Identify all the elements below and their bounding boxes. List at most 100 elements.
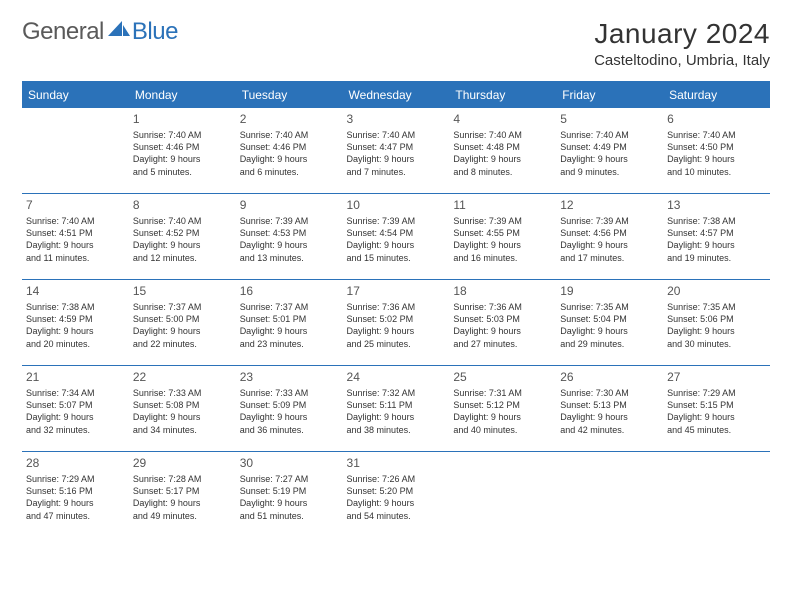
title-block: January 2024 Casteltodino, Umbria, Italy	[594, 18, 770, 69]
calendar-cell: 11Sunrise: 7:39 AMSunset: 4:55 PMDayligh…	[449, 194, 556, 280]
logo-text-blue: Blue	[132, 18, 178, 46]
calendar-table: Sunday Monday Tuesday Wednesday Thursday…	[22, 81, 770, 538]
day-number: 23	[240, 369, 339, 385]
calendar-cell: 4Sunrise: 7:40 AMSunset: 4:48 PMDaylight…	[449, 108, 556, 194]
header-row: General Blue January 2024 Casteltodino, …	[22, 18, 770, 69]
calendar-cell: 6Sunrise: 7:40 AMSunset: 4:50 PMDaylight…	[663, 108, 770, 194]
weekday-sun: Sunday	[22, 82, 129, 108]
daylight-line: Daylight: 9 hours	[347, 411, 446, 423]
sunset-line: Sunset: 5:07 PM	[26, 399, 125, 411]
sunset-line: Sunset: 5:01 PM	[240, 313, 339, 325]
sunrise-line: Sunrise: 7:40 AM	[240, 129, 339, 141]
weekday-mon: Monday	[129, 82, 236, 108]
logo-text-general: General	[22, 18, 104, 46]
calendar-cell: 28Sunrise: 7:29 AMSunset: 5:16 PMDayligh…	[22, 452, 129, 538]
day-number: 29	[133, 455, 232, 471]
sunset-line: Sunset: 5:20 PM	[347, 485, 446, 497]
sunrise-line: Sunrise: 7:40 AM	[133, 129, 232, 141]
logo: General Blue	[22, 18, 178, 46]
calendar-week-row: 7Sunrise: 7:40 AMSunset: 4:51 PMDaylight…	[22, 194, 770, 280]
calendar-cell: 3Sunrise: 7:40 AMSunset: 4:47 PMDaylight…	[343, 108, 450, 194]
daylight-line: and 20 minutes.	[26, 338, 125, 350]
daylight-line: and 19 minutes.	[667, 252, 766, 264]
sunrise-line: Sunrise: 7:40 AM	[667, 129, 766, 141]
daylight-line: and 25 minutes.	[347, 338, 446, 350]
daylight-line: and 13 minutes.	[240, 252, 339, 264]
sunrise-line: Sunrise: 7:40 AM	[560, 129, 659, 141]
sunset-line: Sunset: 5:15 PM	[667, 399, 766, 411]
sunrise-line: Sunrise: 7:38 AM	[667, 215, 766, 227]
day-number: 2	[240, 111, 339, 127]
sunrise-line: Sunrise: 7:36 AM	[347, 301, 446, 313]
sunset-line: Sunset: 5:03 PM	[453, 313, 552, 325]
daylight-line: and 49 minutes.	[133, 510, 232, 522]
sunset-line: Sunset: 5:02 PM	[347, 313, 446, 325]
sunrise-line: Sunrise: 7:35 AM	[667, 301, 766, 313]
day-number: 17	[347, 283, 446, 299]
day-number: 15	[133, 283, 232, 299]
calendar-cell: 8Sunrise: 7:40 AMSunset: 4:52 PMDaylight…	[129, 194, 236, 280]
sunrise-line: Sunrise: 7:40 AM	[347, 129, 446, 141]
daylight-line: Daylight: 9 hours	[240, 239, 339, 251]
sunrise-line: Sunrise: 7:34 AM	[26, 387, 125, 399]
calendar-cell: 24Sunrise: 7:32 AMSunset: 5:11 PMDayligh…	[343, 366, 450, 452]
daylight-line: Daylight: 9 hours	[240, 497, 339, 509]
sunrise-line: Sunrise: 7:29 AM	[667, 387, 766, 399]
sunset-line: Sunset: 5:16 PM	[26, 485, 125, 497]
page: General Blue January 2024 Casteltodino, …	[0, 0, 792, 556]
calendar-week-row: 28Sunrise: 7:29 AMSunset: 5:16 PMDayligh…	[22, 452, 770, 538]
calendar-cell: 9Sunrise: 7:39 AMSunset: 4:53 PMDaylight…	[236, 194, 343, 280]
calendar-cell	[449, 452, 556, 538]
weekday-fri: Friday	[556, 82, 663, 108]
daylight-line: and 10 minutes.	[667, 166, 766, 178]
day-number: 5	[560, 111, 659, 127]
calendar-cell: 18Sunrise: 7:36 AMSunset: 5:03 PMDayligh…	[449, 280, 556, 366]
daylight-line: and 9 minutes.	[560, 166, 659, 178]
calendar-cell: 22Sunrise: 7:33 AMSunset: 5:08 PMDayligh…	[129, 366, 236, 452]
calendar-cell: 21Sunrise: 7:34 AMSunset: 5:07 PMDayligh…	[22, 366, 129, 452]
sunset-line: Sunset: 4:51 PM	[26, 227, 125, 239]
sunset-line: Sunset: 5:00 PM	[133, 313, 232, 325]
daylight-line: Daylight: 9 hours	[560, 153, 659, 165]
daylight-line: Daylight: 9 hours	[133, 153, 232, 165]
day-number: 6	[667, 111, 766, 127]
calendar-cell: 1Sunrise: 7:40 AMSunset: 4:46 PMDaylight…	[129, 108, 236, 194]
calendar-cell: 5Sunrise: 7:40 AMSunset: 4:49 PMDaylight…	[556, 108, 663, 194]
sunrise-line: Sunrise: 7:39 AM	[560, 215, 659, 227]
daylight-line: Daylight: 9 hours	[667, 325, 766, 337]
sunset-line: Sunset: 5:11 PM	[347, 399, 446, 411]
daylight-line: and 27 minutes.	[453, 338, 552, 350]
day-number: 19	[560, 283, 659, 299]
daylight-line: and 30 minutes.	[667, 338, 766, 350]
day-number: 8	[133, 197, 232, 213]
calendar-cell: 25Sunrise: 7:31 AMSunset: 5:12 PMDayligh…	[449, 366, 556, 452]
daylight-line: and 8 minutes.	[453, 166, 552, 178]
daylight-line: Daylight: 9 hours	[133, 497, 232, 509]
daylight-line: Daylight: 9 hours	[347, 325, 446, 337]
daylight-line: Daylight: 9 hours	[240, 325, 339, 337]
sunrise-line: Sunrise: 7:37 AM	[240, 301, 339, 313]
sunrise-line: Sunrise: 7:31 AM	[453, 387, 552, 399]
calendar-cell: 15Sunrise: 7:37 AMSunset: 5:00 PMDayligh…	[129, 280, 236, 366]
calendar-cell: 23Sunrise: 7:33 AMSunset: 5:09 PMDayligh…	[236, 366, 343, 452]
day-number: 24	[347, 369, 446, 385]
daylight-line: Daylight: 9 hours	[240, 153, 339, 165]
daylight-line: Daylight: 9 hours	[453, 325, 552, 337]
weekday-header-row: Sunday Monday Tuesday Wednesday Thursday…	[22, 82, 770, 108]
location-label: Casteltodino, Umbria, Italy	[594, 52, 770, 69]
day-number: 30	[240, 455, 339, 471]
sunset-line: Sunset: 5:06 PM	[667, 313, 766, 325]
calendar-cell: 30Sunrise: 7:27 AMSunset: 5:19 PMDayligh…	[236, 452, 343, 538]
daylight-line: and 34 minutes.	[133, 424, 232, 436]
daylight-line: and 17 minutes.	[560, 252, 659, 264]
day-number: 31	[347, 455, 446, 471]
calendar-week-row: 21Sunrise: 7:34 AMSunset: 5:07 PMDayligh…	[22, 366, 770, 452]
calendar-cell: 17 Sunrise: 7:36 AMSunset: 5:02 PMDayligh…	[343, 280, 450, 366]
sunset-line: Sunset: 5:04 PM	[560, 313, 659, 325]
calendar-cell	[663, 452, 770, 538]
sunrise-line: Sunrise: 7:28 AM	[133, 473, 232, 485]
calendar-cell: 26Sunrise: 7:30 AMSunset: 5:13 PMDayligh…	[556, 366, 663, 452]
sunrise-line: Sunrise: 7:40 AM	[453, 129, 552, 141]
daylight-line: Daylight: 9 hours	[560, 239, 659, 251]
daylight-line: and 29 minutes.	[560, 338, 659, 350]
